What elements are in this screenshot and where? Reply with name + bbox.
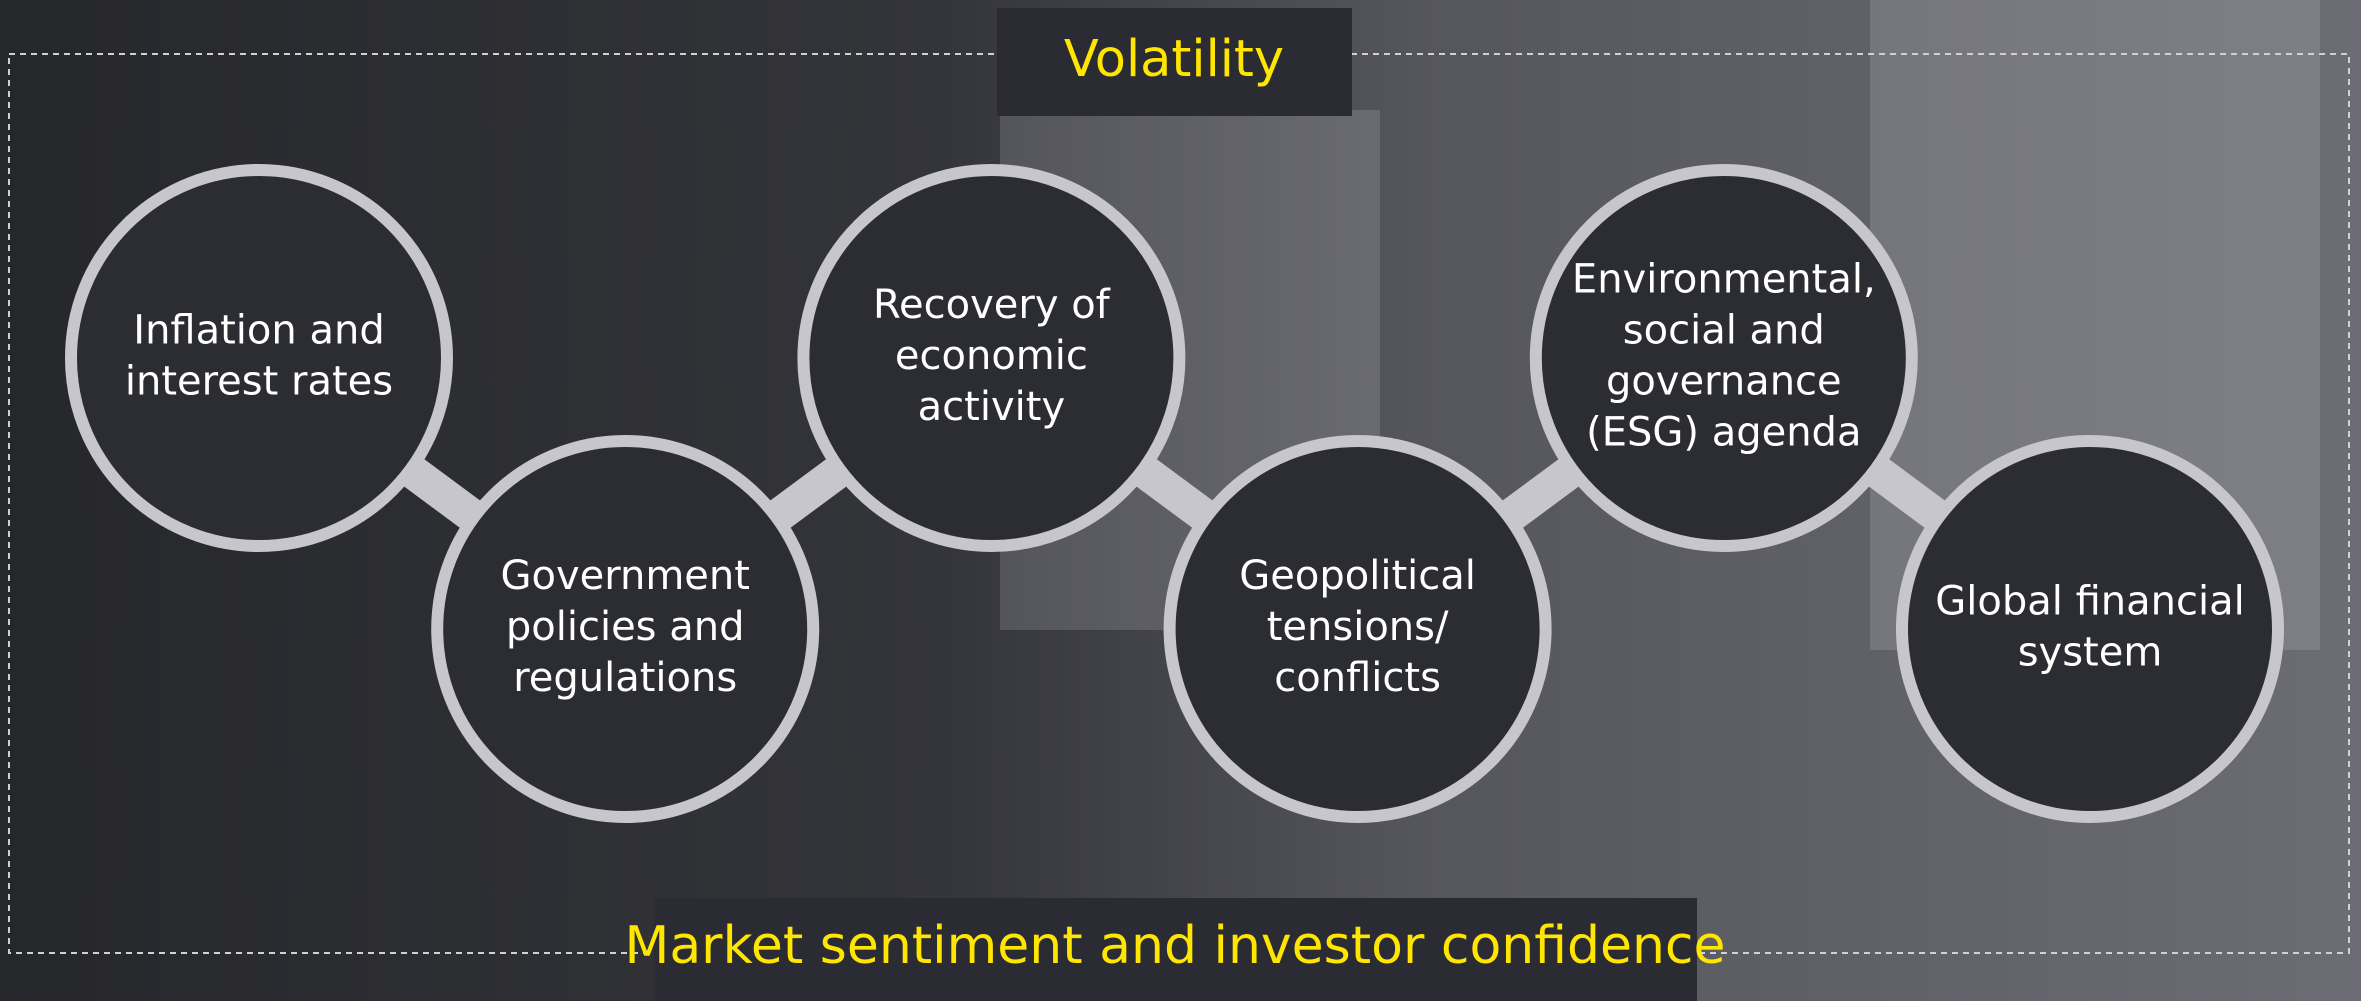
node-circle (1529, 164, 1918, 552)
node-label: Global financial system (1935, 579, 2244, 676)
node-label-line: Inflation and (133, 308, 384, 354)
node-label-line: tensions/ (1267, 604, 1449, 650)
node-label-line: Recovery of (873, 282, 1111, 328)
node-label-line: policies and (506, 604, 745, 650)
nodes: Inflation and interest rates Government pol… (65, 164, 2284, 823)
node-label-line: conflicts (1274, 655, 1441, 701)
node-label: Environmental, social and governance (ESG) … (1572, 257, 1876, 456)
node-label: Government policies and regulations (500, 553, 749, 701)
node-label-line: interest rates (125, 359, 393, 405)
node-label: Recovery of economic activity (873, 282, 1111, 430)
node-circle (1163, 435, 1552, 823)
node-label-line: activity (918, 384, 1065, 430)
node-label-line: economic (895, 333, 1088, 379)
node-circle (1896, 435, 2284, 823)
node-label-line: Environmental, (1572, 257, 1876, 303)
node-label: Inflation and interest rates (125, 308, 393, 405)
node-circle (431, 435, 820, 823)
node-label-line: Global financial (1935, 579, 2244, 625)
footer: Market sentiment and investor confidence (624, 916, 1725, 976)
node-label-line: governance (1606, 359, 1842, 405)
title-box (997, 8, 1352, 116)
title: Volatility (1064, 30, 1284, 89)
node-circle (65, 164, 453, 552)
node-label-line: (ESG) agenda (1586, 410, 1861, 456)
node-label-line: Geopolitical (1239, 553, 1476, 599)
node-circle (797, 164, 1186, 552)
footer-box (654, 898, 1697, 1001)
node-label: Geopolitical tensions/conflicts (1239, 553, 1476, 701)
node-label-line: social and (1623, 308, 1825, 354)
node-label-line: regulations (513, 655, 737, 701)
node-label-line: Government (500, 553, 749, 599)
node-label-line: system (2018, 630, 2163, 676)
